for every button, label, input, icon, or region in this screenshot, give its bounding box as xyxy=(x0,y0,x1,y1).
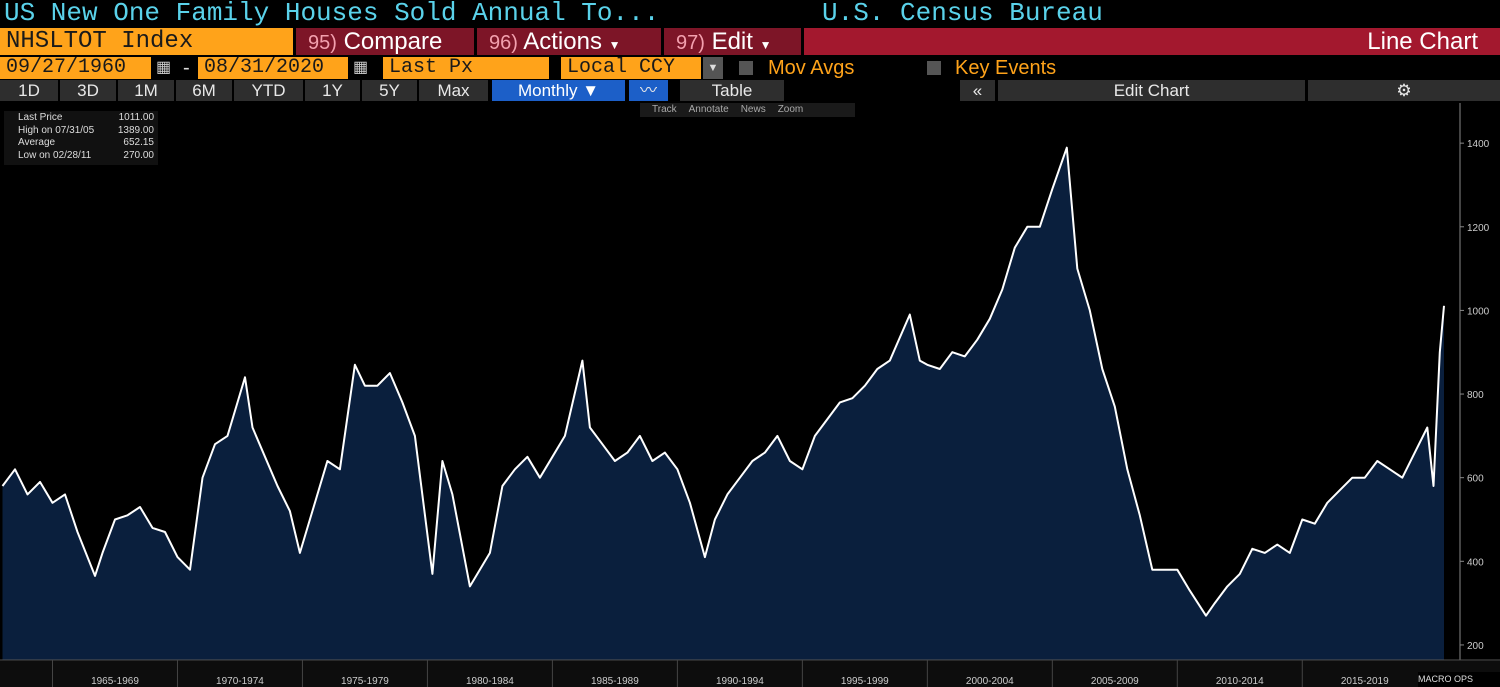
legend-label: Low on 02/28/11 xyxy=(18,149,92,161)
menu-label: Actions xyxy=(523,28,602,55)
frequency-label: Monthly xyxy=(517,81,578,100)
y-tick-label: 1000 xyxy=(1467,306,1490,317)
legend-value: 652.15 xyxy=(123,137,154,148)
compare-button[interactable]: 95) Compare xyxy=(296,28,474,55)
x-tick-label: 1980-1984 xyxy=(466,676,514,687)
ticker[interactable]: NHSLTOT Index xyxy=(0,28,293,55)
mov-avgs[interactable]: Mov Avgs xyxy=(768,57,855,79)
legend: Last Price 1011.00 High on 07/31/05 1389.00… xyxy=(4,111,158,165)
key-events[interactable]: Key Events xyxy=(955,57,1057,79)
menu-number: 97) xyxy=(676,32,705,54)
x-tick-label: 1970-1974 xyxy=(216,676,264,687)
line xyxy=(1,146,1445,617)
legend-value: 1011.00 xyxy=(118,112,154,123)
x-tick-label: 2005-2009 xyxy=(1091,676,1139,687)
y-tick-label: 200 xyxy=(1467,641,1484,652)
checkbox[interactable] xyxy=(927,61,941,75)
tool[interactable]: News xyxy=(740,104,766,115)
y-tick-label: 1400 xyxy=(1467,139,1490,150)
menu-number: 96) xyxy=(489,32,518,54)
period-button[interactable]: 3D xyxy=(60,80,116,101)
watermark: MACRO OPS xyxy=(1418,672,1500,687)
x-tick-label: 1990-1994 xyxy=(716,676,764,687)
x-tick-label: 1975-1979 xyxy=(341,676,389,687)
y-tick-label: 400 xyxy=(1467,557,1484,568)
calendar-icon[interactable]: ▦ xyxy=(353,59,369,76)
currency-select[interactable]: Local CCY xyxy=(561,57,701,79)
menu-label: Compare xyxy=(343,28,443,55)
chart-type[interactable]: Line Chart xyxy=(804,28,1500,55)
line-icon[interactable]: 〰 xyxy=(629,80,668,101)
period-button[interactable]: YTD xyxy=(234,80,303,101)
legend-label: Average xyxy=(18,137,56,148)
calendar-icon[interactable]: ▦ xyxy=(156,59,172,76)
tool[interactable]: Track xyxy=(652,104,677,115)
end-date[interactable]: 08/31/2020 xyxy=(198,57,348,79)
period-button[interactable]: 6M xyxy=(176,80,232,101)
menu-number: 95) xyxy=(308,32,337,54)
chart-tools: Track Annotate News Zoom xyxy=(640,103,855,117)
x-tick-label: 1965-1969 xyxy=(91,676,139,687)
edit-button[interactable]: 97) Edit ▼ xyxy=(664,28,801,55)
caret: ▼ xyxy=(608,38,621,52)
legend-row: Last Price 1011.00 xyxy=(8,112,154,125)
legend-row: Low on 02/28/11 270.00 xyxy=(8,150,154,163)
x-tick-label: 2015-2019 xyxy=(1341,676,1389,687)
dropdown[interactable]: ▼ xyxy=(703,57,723,79)
tool[interactable]: Annotate xyxy=(688,104,729,115)
x-tick-label: 1985-1989 xyxy=(591,676,639,687)
start-date[interactable]: 09/27/1960 xyxy=(0,57,151,79)
legend-row: Average 652.15 xyxy=(8,137,154,150)
title: US New One Family Houses Sold Annual To.… xyxy=(4,0,660,27)
legend-value: 270.00 xyxy=(123,149,154,161)
settings[interactable]: ⚙ xyxy=(1308,80,1500,101)
actions-button[interactable]: 96) Actions ▼ xyxy=(477,28,661,55)
x-tick-label: 2010-2014 xyxy=(1216,676,1264,687)
source: U.S. Census Bureau xyxy=(822,0,1103,27)
x-tick-label: 2000-2004 xyxy=(966,676,1014,687)
period-button[interactable]: 1D xyxy=(0,80,58,101)
x-axis-band xyxy=(0,661,1500,687)
legend-value: 1389.00 xyxy=(117,124,154,136)
date-separator: - xyxy=(183,57,190,79)
y-tick-label: 1200 xyxy=(1467,223,1490,234)
caret: ▼ xyxy=(759,38,772,52)
checkbox[interactable] xyxy=(739,61,753,75)
legend-label: High on 07/31/05 xyxy=(18,124,95,136)
menu-label: Edit xyxy=(711,28,753,55)
edit-chart[interactable]: Edit Chart xyxy=(998,80,1305,101)
legend-row: High on 07/31/05 1389.00 xyxy=(8,125,154,138)
collapse-button[interactable]: « xyxy=(960,80,995,101)
field-select[interactable]: Last Px xyxy=(383,57,549,79)
y-tick-label: 800 xyxy=(1467,390,1484,401)
period-button[interactable]: 1Y xyxy=(305,80,360,101)
tool[interactable]: Zoom xyxy=(777,104,804,115)
x-tick-label: 1995-1999 xyxy=(841,676,889,687)
area xyxy=(2,147,1445,660)
period-button[interactable]: Max xyxy=(419,80,488,101)
legend-label: Last Price xyxy=(18,112,63,123)
table-button[interactable]: Table xyxy=(680,80,784,101)
period-button[interactable]: 1M xyxy=(118,80,174,101)
period-button[interactable]: 5Y xyxy=(362,80,417,101)
frequency[interactable]: Monthly ▼ xyxy=(492,80,625,101)
y-tick-label: 600 xyxy=(1467,474,1484,485)
